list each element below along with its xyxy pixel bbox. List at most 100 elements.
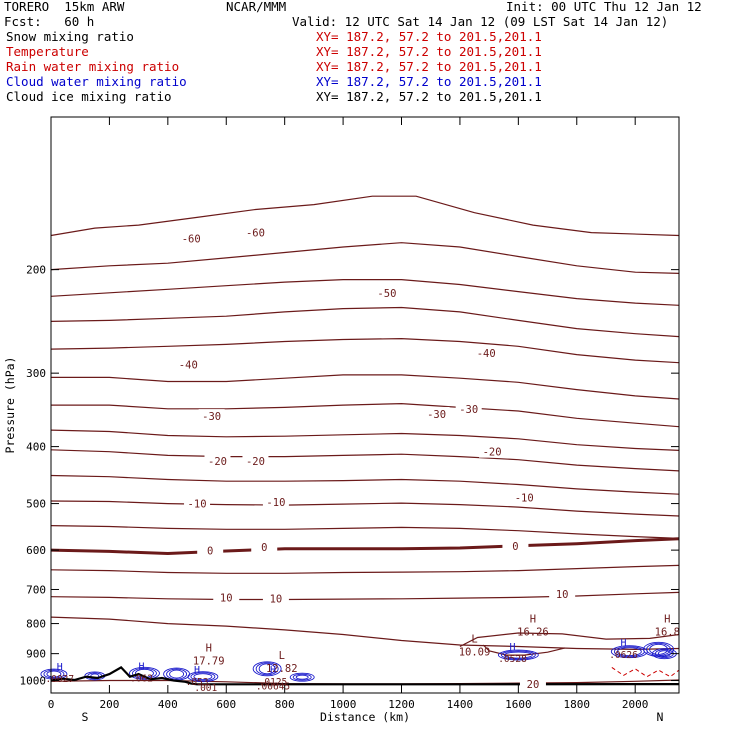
- contour-label: -20: [208, 456, 227, 468]
- x-tick-label: 400: [158, 698, 178, 711]
- isotherm-line: [50, 591, 680, 601]
- mixing-mark: H: [270, 665, 276, 676]
- cloud-contour: [187, 671, 219, 683]
- contour-label-bg: [511, 490, 538, 504]
- cloud-contour: [43, 669, 65, 679]
- contour-label-bg: [262, 495, 289, 509]
- isotherm-line: [50, 306, 680, 338]
- mixing-value: .0528: [498, 654, 527, 665]
- contour-label: 20: [527, 679, 540, 691]
- contour-label: -40: [179, 359, 198, 371]
- x-tick-label: 1600: [505, 698, 532, 711]
- contour-label-bg: [213, 590, 240, 604]
- north-end-label: N: [657, 710, 664, 724]
- contour-label: -50: [377, 288, 396, 300]
- y-tick-label: 1000: [20, 675, 47, 688]
- contour-label-bg: [204, 453, 231, 467]
- isotherm-line: [50, 616, 680, 651]
- axes-layer: 0 200 400 600 800 1000 1200 1400 1600 1800 2000200…: [3, 116, 680, 724]
- field-name-rain: Rain water mixing ratio: [6, 59, 180, 74]
- isotherm-line: [50, 500, 680, 517]
- isotherm-line: [50, 429, 680, 451]
- extremum-value: 16.8: [655, 627, 680, 639]
- contour-label-bg: [251, 540, 278, 554]
- cloud-contour: [169, 669, 185, 679]
- isotherm-line: [50, 449, 680, 472]
- contour-label: 0: [261, 542, 267, 554]
- contour-label: -60: [182, 233, 201, 245]
- contour-label-bg: [242, 225, 269, 239]
- cloud-contour: [258, 663, 276, 675]
- contour-label: -30: [427, 409, 446, 421]
- contour-label: -40: [477, 348, 496, 360]
- cloud-contour: [190, 672, 216, 682]
- contour-label: 10: [556, 589, 569, 601]
- contour-label: -10: [266, 497, 285, 509]
- x-tick-label: 1800: [564, 698, 591, 711]
- mixing-value: .00645: [256, 681, 290, 692]
- x-tick-label: 1400: [447, 698, 474, 711]
- y-axis-label: Pressure (hPa): [3, 357, 17, 454]
- rain-contour: [611, 667, 680, 678]
- field-name-snow: Snow mixing ratio: [6, 29, 134, 44]
- model-title: TORERO 15km ARW: [4, 0, 125, 14]
- mixing-mark: H: [139, 661, 145, 672]
- mixing-value: .0027: [45, 674, 74, 685]
- x-tick-label: 800: [275, 698, 295, 711]
- extremum-mark: L: [279, 650, 285, 662]
- y-tick-label: 400: [26, 441, 46, 454]
- y-tick-label: 700: [26, 583, 46, 596]
- warm-contour-high: [459, 632, 680, 648]
- x-tick-label: 200: [99, 698, 119, 711]
- init-time: Init: 00 UTC Thu 12 Jan 12: [506, 0, 702, 14]
- field-xy-snow: XY= 187.2, 57.2 to 201.5,201.1: [316, 29, 542, 44]
- x-tick-label: 1000: [330, 698, 357, 711]
- y-tick-label: 800: [26, 618, 46, 631]
- isotherm-line: [50, 474, 680, 495]
- isotherm-line: [50, 537, 680, 556]
- contour-label-bg: [242, 453, 269, 467]
- cloud-contour: [657, 650, 671, 658]
- field-xy-rain: XY= 187.2, 57.2 to 201.5,201.1: [316, 59, 542, 74]
- x-tick-label: 600: [216, 698, 236, 711]
- contour-label-bg: [502, 538, 529, 552]
- contour-label-bg: [184, 496, 211, 510]
- mixing-value: .0125: [259, 677, 288, 688]
- cloud-contour: [193, 673, 213, 681]
- mixing-mark: H: [194, 665, 200, 676]
- extremum-value: 17.79: [193, 655, 225, 667]
- isotherm-layer: [50, 195, 680, 685]
- isotherm-line: [51, 374, 680, 400]
- contour-label: -10: [515, 492, 534, 504]
- field-xy-temperature: XY= 187.2, 57.2 to 201.5,201.1: [316, 44, 542, 59]
- warm-contour-low: [482, 644, 566, 656]
- contour-label-bg: [549, 587, 576, 601]
- south-end-label: S: [82, 710, 89, 724]
- contour-label-bg: [473, 345, 500, 359]
- contour-label: -60: [246, 228, 265, 240]
- isotherm-line: [50, 525, 680, 539]
- cloud-contour: [289, 672, 315, 682]
- contour-label: -20: [246, 456, 265, 468]
- isotherm-line: [50, 195, 680, 237]
- contour-label-bg: [178, 231, 205, 245]
- mixing-value: .062: [130, 673, 153, 684]
- contour-label-bg: [423, 406, 450, 420]
- cloud-contour: [132, 667, 157, 679]
- extremum-mark: H: [206, 642, 212, 654]
- mixing-value: .0626: [609, 650, 638, 661]
- valid-time: Valid: 12 UTC Sat 14 Jan 12 (09 LST Sat …: [292, 14, 669, 29]
- contour-label: 10: [270, 593, 283, 605]
- cloud-contour: [166, 668, 188, 680]
- terrain-layer: [50, 666, 679, 686]
- contour-label-bg: [198, 409, 225, 423]
- cloud-contour: [500, 650, 536, 660]
- contour-label: 0: [207, 546, 213, 558]
- y-tick-label: 900: [26, 648, 46, 661]
- mixing-mark: H: [509, 642, 515, 653]
- field-name-cloud-ice: Cloud ice mixing ratio: [6, 89, 172, 104]
- terrain-line: [50, 666, 679, 686]
- cloud-contour: [616, 647, 642, 657]
- x-axis-label: Distance (km): [320, 710, 410, 724]
